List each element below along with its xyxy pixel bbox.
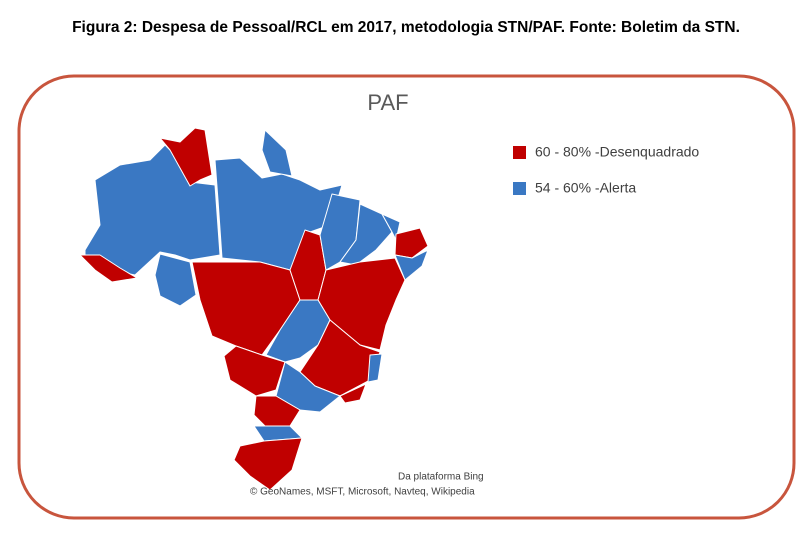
state (394, 227, 429, 259)
state (223, 345, 286, 397)
frame (17, 74, 796, 520)
legend-label: 54 - 60% -Alerta (535, 180, 636, 196)
state (261, 129, 293, 177)
legend-label: 60 - 80% -Desenquadrado (535, 144, 699, 160)
caption: Figura 2: Despesa de Pessoal/RCL em 2017… (72, 19, 740, 36)
attribution: Da plataforma Bing (398, 472, 484, 483)
state (79, 254, 138, 283)
legend-swatch (513, 146, 526, 159)
brazil-map (79, 127, 429, 491)
state (159, 127, 213, 187)
state (339, 383, 367, 404)
state (191, 261, 301, 356)
state (233, 437, 303, 491)
state (154, 253, 197, 307)
state (367, 353, 383, 383)
map-title: PAF (367, 90, 408, 115)
attribution: © GeoNames, MSFT, Microsoft, Navteq, Wik… (250, 487, 475, 498)
legend-swatch (513, 182, 526, 195)
